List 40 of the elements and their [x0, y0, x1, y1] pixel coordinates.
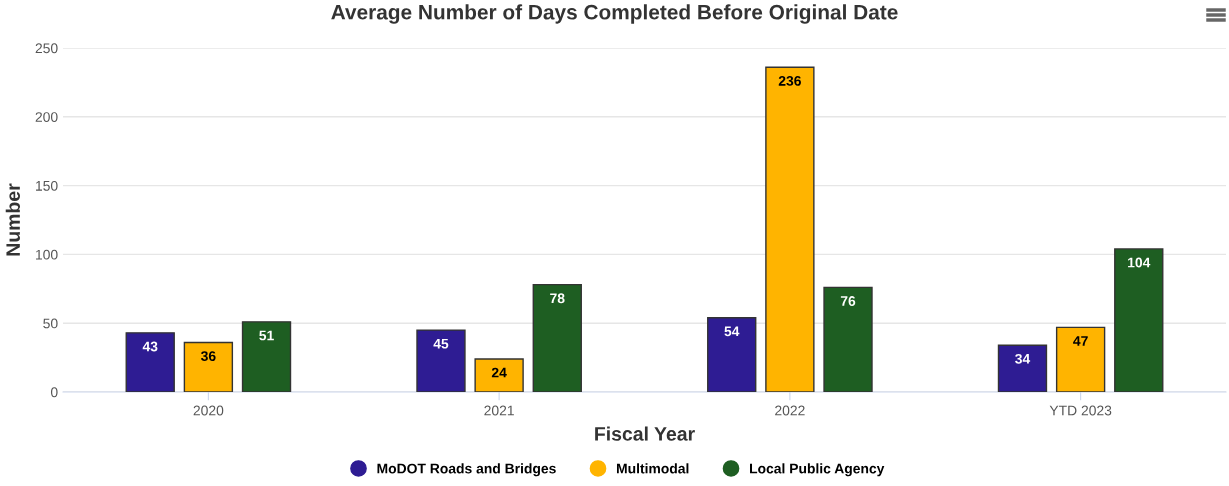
- bar: [416, 329, 466, 392]
- data-label: 51: [259, 330, 274, 341]
- bar: [997, 344, 1048, 392]
- bar: [183, 341, 234, 392]
- data-label: 24: [491, 367, 507, 378]
- y-tick-label: 250: [35, 43, 58, 54]
- bar: [823, 286, 873, 392]
- legend-label: Local Public Agency: [750, 463, 885, 477]
- bar: [1055, 326, 1106, 392]
- data-label: 104: [1128, 257, 1151, 268]
- bar: [125, 332, 175, 392]
- y-tick-label: 50: [43, 318, 58, 329]
- legend-label: Multimodal: [616, 463, 689, 474]
- bar: [532, 283, 582, 392]
- data-label: 54: [724, 326, 740, 337]
- y-tick-label: 100: [36, 249, 58, 260]
- data-label: 43: [142, 341, 158, 352]
- data-label: 34: [1015, 353, 1031, 364]
- y-tick-label: 0: [50, 387, 58, 398]
- legend-label: MoDOT Roads and Bridges: [377, 463, 556, 477]
- data-label: 236: [778, 75, 801, 86]
- bar: [1114, 248, 1164, 392]
- bar: [707, 317, 757, 392]
- data-label: 78: [550, 293, 565, 304]
- bar: [765, 66, 815, 392]
- data-label: 76: [840, 296, 856, 306]
- chart-title: Average Number of Days Completed Before Original Date: [331, 4, 898, 24]
- data-label: 45: [433, 338, 449, 349]
- x-tick-label: 2020: [193, 405, 224, 416]
- x-axis-title: Fiscal Year: [595, 426, 695, 441]
- x-tick-label: 2021: [484, 405, 514, 416]
- data-label: 36: [200, 351, 216, 362]
- bar: [474, 358, 524, 392]
- y-tick-label: 200: [35, 112, 58, 122]
- x-tick-label: 2022: [775, 405, 805, 416]
- data-label: 47: [1073, 336, 1088, 346]
- y-tick-label: 150: [36, 180, 58, 191]
- bar: [241, 321, 292, 392]
- x-tick-label: YTD 2023: [1049, 405, 1112, 416]
- y-axis-title: Number: [5, 183, 21, 256]
